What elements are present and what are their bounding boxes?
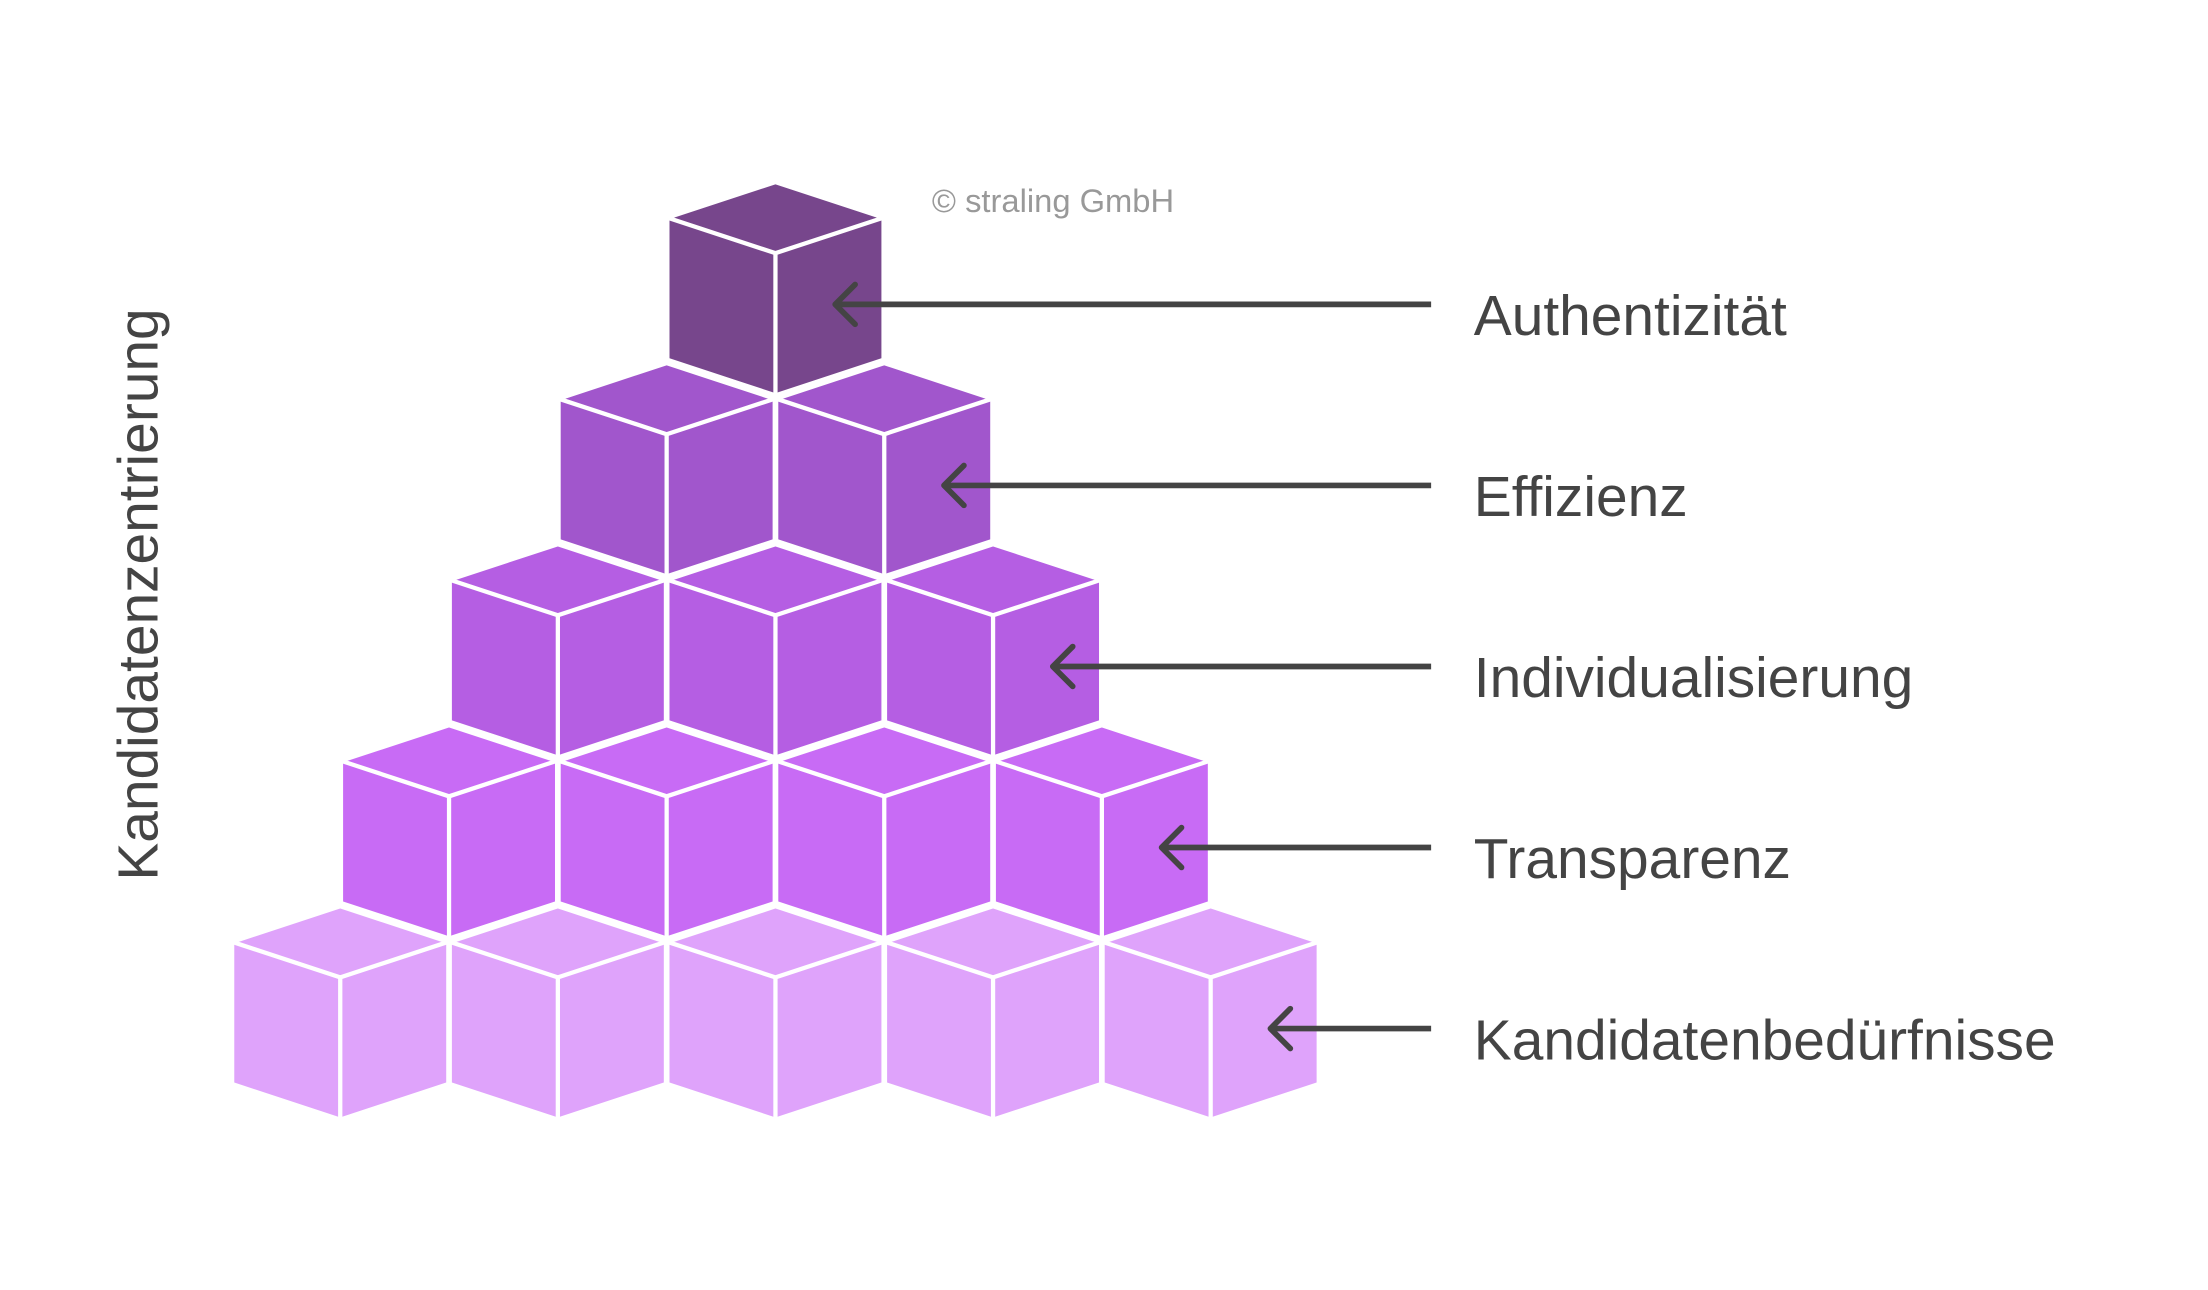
cube xyxy=(230,904,451,1122)
cube xyxy=(447,542,669,760)
cube xyxy=(665,904,886,1122)
cube xyxy=(556,723,777,941)
axis-label: Kandidatenzentrierung xyxy=(107,308,171,880)
cube xyxy=(665,542,886,760)
cube xyxy=(556,360,777,579)
arrow-head xyxy=(941,462,967,509)
cube xyxy=(774,723,995,941)
copyright: © straling GmbH xyxy=(932,182,1174,219)
arrow-head xyxy=(832,281,858,328)
cube xyxy=(991,723,1213,941)
arrow-head xyxy=(1049,643,1076,690)
cube xyxy=(665,179,886,398)
cube xyxy=(1100,904,1321,1122)
level-label: Effizienz xyxy=(1474,465,1688,529)
arrows xyxy=(832,281,1432,1052)
cube xyxy=(774,360,995,579)
level-label: Kandidatenbedürfnisse xyxy=(1474,1008,2056,1072)
cubes xyxy=(230,179,1321,1122)
arrow-head xyxy=(1267,1005,1294,1052)
level-label: Authentizität xyxy=(1474,284,1787,348)
arrow-head xyxy=(1158,824,1185,871)
cube xyxy=(882,904,1104,1122)
cube xyxy=(447,904,669,1122)
level-label: Individualisierung xyxy=(1474,646,1913,710)
cube xyxy=(882,542,1104,760)
level-label: Transparenz xyxy=(1474,827,1791,891)
cube xyxy=(338,723,560,941)
